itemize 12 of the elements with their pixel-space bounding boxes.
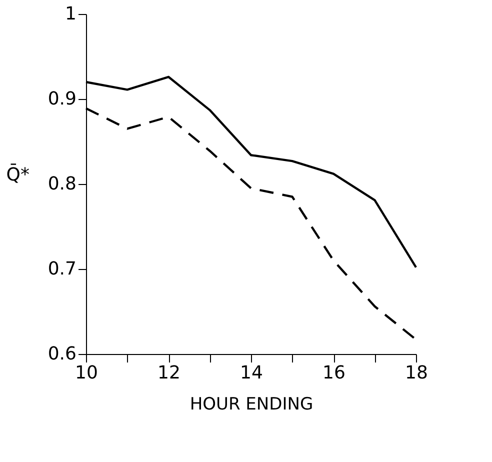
x-tick-label: 14 [240, 362, 263, 384]
x-tick-label: 12 [158, 362, 180, 384]
y-tick-label: 0.7 [48, 258, 76, 280]
x-tick-label: 10 [75, 362, 98, 384]
x-tick-label: 16 [322, 362, 346, 384]
y-tick-label: 1 [65, 4, 76, 24]
y-tick-label: 0.8 [48, 174, 76, 194]
y-tick-label: 0.9 [48, 88, 76, 110]
y-tick-label: 0.6 [48, 344, 76, 364]
x-axis-title: HOUR ENDING [190, 394, 314, 414]
y-axis-title: Q̄* [6, 163, 30, 186]
x-tick-label: 18 [405, 362, 428, 384]
